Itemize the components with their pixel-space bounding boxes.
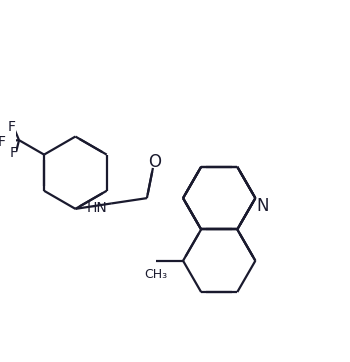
Text: F: F <box>0 135 6 149</box>
Text: F: F <box>7 120 15 134</box>
Text: CH₃: CH₃ <box>145 268 168 281</box>
Text: F: F <box>9 147 17 160</box>
Text: HN: HN <box>86 201 107 215</box>
Text: O: O <box>148 153 161 171</box>
Text: N: N <box>257 197 269 215</box>
